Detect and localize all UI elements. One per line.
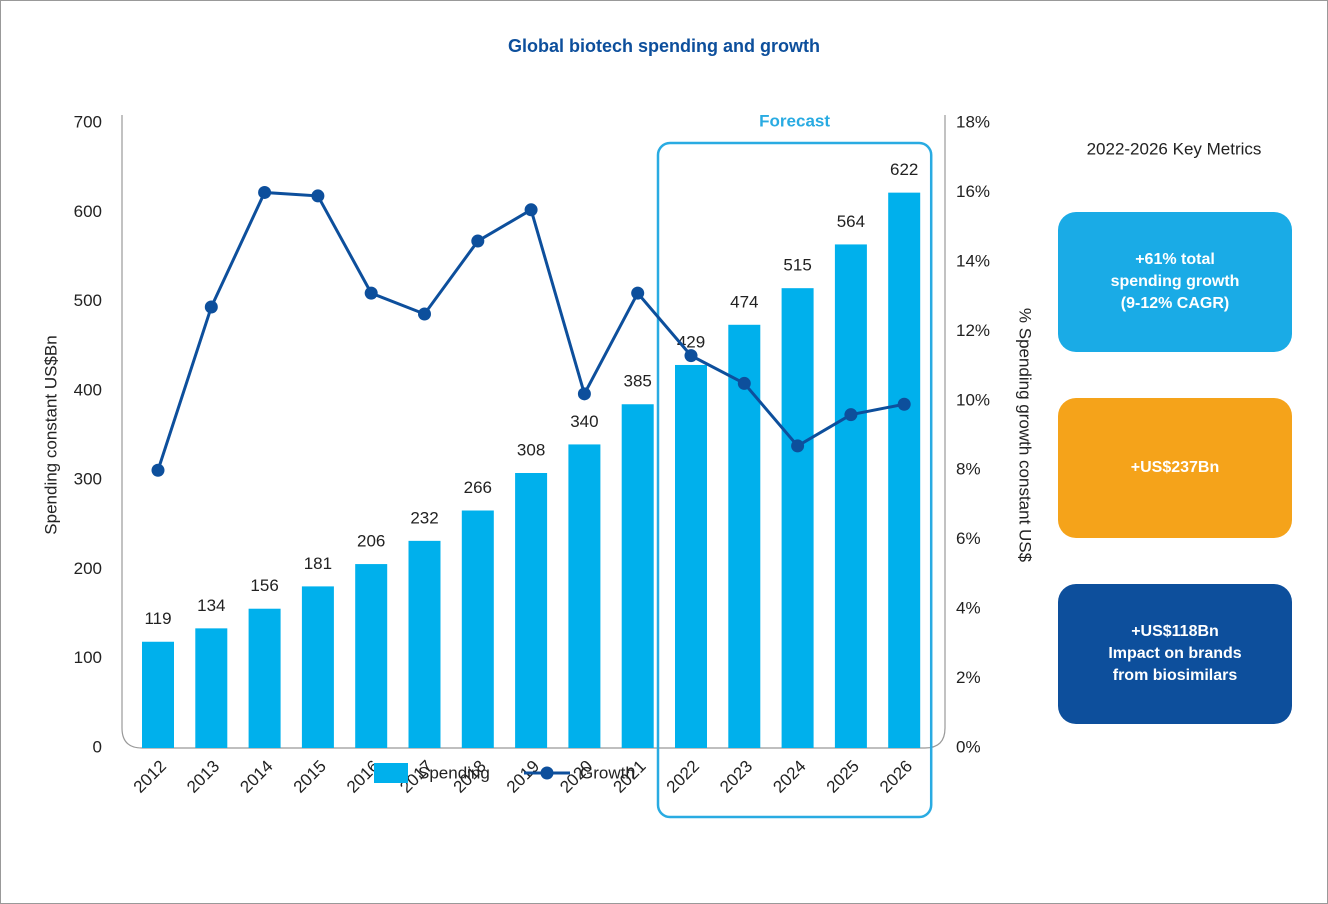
bar (568, 444, 601, 748)
forecast-box (656, 141, 933, 819)
metrics-title: 2022-2026 Key Metrics (1087, 139, 1262, 158)
bar (142, 641, 174, 748)
bar (248, 608, 281, 748)
legend-marker (540, 766, 554, 780)
legend-label: Spending (418, 763, 490, 782)
metric-text: +US$118Bn (1131, 623, 1219, 640)
bar (834, 244, 867, 748)
y2-axis-title: % Spending growth constant US$ (1016, 308, 1035, 563)
y-tick-label: 200 (74, 559, 102, 578)
metric-box (1058, 584, 1292, 724)
y-tick-label: 700 (74, 112, 102, 131)
growth-point (577, 387, 591, 401)
growth-point (151, 463, 165, 477)
y2-tick-label: 12% (956, 321, 990, 340)
chart-title: Global biotech spending and growth (508, 36, 820, 56)
bar-value-label: 119 (144, 609, 171, 628)
y2-tick-label: 6% (956, 529, 981, 548)
growth-point (631, 286, 645, 300)
y-tick-label: 300 (74, 470, 102, 489)
legend-swatch (374, 763, 408, 783)
y-tick-label: 600 (74, 202, 102, 221)
y2-tick-label: 10% (956, 390, 990, 409)
y-tick-label: 0 (93, 737, 102, 756)
metric-text: +US$237Bn (1131, 459, 1220, 476)
growth-point (524, 203, 538, 217)
bar (461, 510, 494, 748)
bar (621, 404, 654, 748)
growth-point (897, 397, 911, 411)
y2-tick-label: 4% (956, 599, 981, 618)
y2-tick-label: 2% (956, 668, 981, 687)
bar-value-label: 622 (890, 160, 918, 179)
bar-value-label: 232 (410, 508, 438, 527)
y-tick-label: 100 (74, 648, 102, 667)
growth-point (684, 349, 698, 363)
bar-value-label: 134 (197, 596, 225, 615)
metric-text: (9-12% CAGR) (1121, 295, 1229, 312)
y-tick-label: 500 (74, 291, 102, 310)
y-tick-label: 400 (74, 380, 102, 399)
bar-value-label: 385 (624, 372, 652, 391)
metric-text: +61% total (1135, 251, 1215, 268)
bar (888, 192, 921, 749)
y2-tick-label: 0% (956, 737, 981, 756)
metric-text: Impact on brands (1108, 645, 1241, 662)
bar-value-label: 564 (837, 212, 865, 231)
y2-tick-label: 8% (956, 460, 981, 479)
y2-tick-label: 16% (956, 182, 990, 201)
bar-value-label: 308 (517, 440, 545, 459)
bar (301, 586, 334, 748)
growth-point (311, 189, 325, 203)
bar (355, 564, 388, 748)
bar-value-label: 515 (783, 256, 811, 275)
y2-tick-label: 18% (956, 112, 990, 131)
legend-label: Growth (580, 763, 635, 782)
bar (675, 364, 707, 748)
bar (408, 540, 441, 748)
metric-text: spending growth (1111, 273, 1240, 290)
metric-text: from biosimilars (1113, 667, 1238, 684)
metric-box (1058, 398, 1292, 538)
bar (781, 288, 814, 748)
bar-value-label: 266 (464, 478, 492, 497)
bar (515, 473, 548, 748)
bar-value-label: 181 (304, 554, 332, 573)
y2-tick-label: 14% (956, 251, 990, 270)
metric-box (1058, 212, 1292, 352)
growth-point (791, 439, 805, 453)
growth-point (471, 234, 485, 248)
growth-point (258, 185, 272, 199)
growth-point (418, 307, 431, 321)
growth-point (364, 286, 378, 300)
growth-point (737, 376, 751, 390)
y-axis-title: Spending constant US$Bn (41, 335, 60, 534)
growth-point (844, 408, 858, 422)
bar (195, 628, 228, 748)
forecast-label: Forecast (759, 111, 830, 130)
bar-value-label: 156 (250, 576, 278, 595)
bar-value-label: 474 (730, 292, 758, 311)
growth-point (204, 300, 218, 314)
bar-value-label: 206 (357, 532, 385, 551)
bar-value-label: 340 (570, 412, 598, 431)
